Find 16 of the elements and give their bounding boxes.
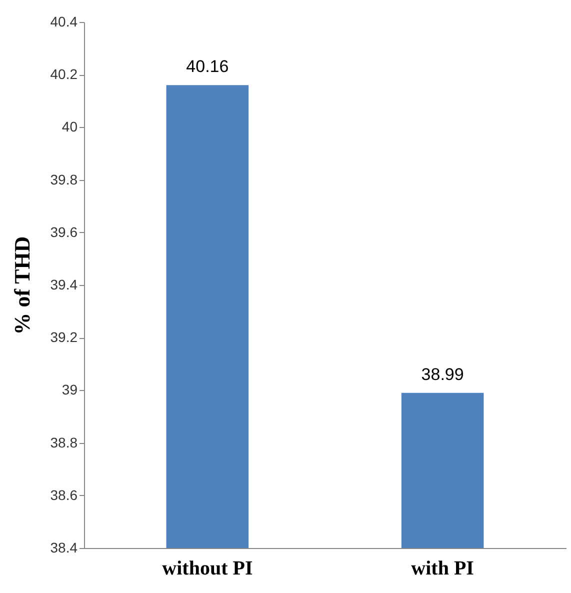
data-label: 40.16 <box>186 57 229 76</box>
y-tick-label: 40.2 <box>50 66 78 82</box>
x-tick-label: with PI <box>411 558 474 580</box>
y-tick-label: 39.8 <box>50 171 78 188</box>
y-tick-label: 40.4 <box>50 14 78 30</box>
data-label: 38.99 <box>421 364 464 384</box>
y-tick-label: 38.4 <box>50 540 78 556</box>
y-tick-label: 39.4 <box>50 276 78 292</box>
y-tick-label: 39 <box>62 382 78 398</box>
y-axis-title: % of THD <box>9 236 34 335</box>
x-tick-label: without PI <box>162 558 253 580</box>
y-tick-label: 40 <box>62 118 78 135</box>
y-tick-label: 39.6 <box>50 224 78 240</box>
y-tick-label: 38.8 <box>50 434 78 450</box>
y-tick-label: 38.6 <box>50 486 78 503</box>
y-tick-label: 39.2 <box>50 329 78 346</box>
